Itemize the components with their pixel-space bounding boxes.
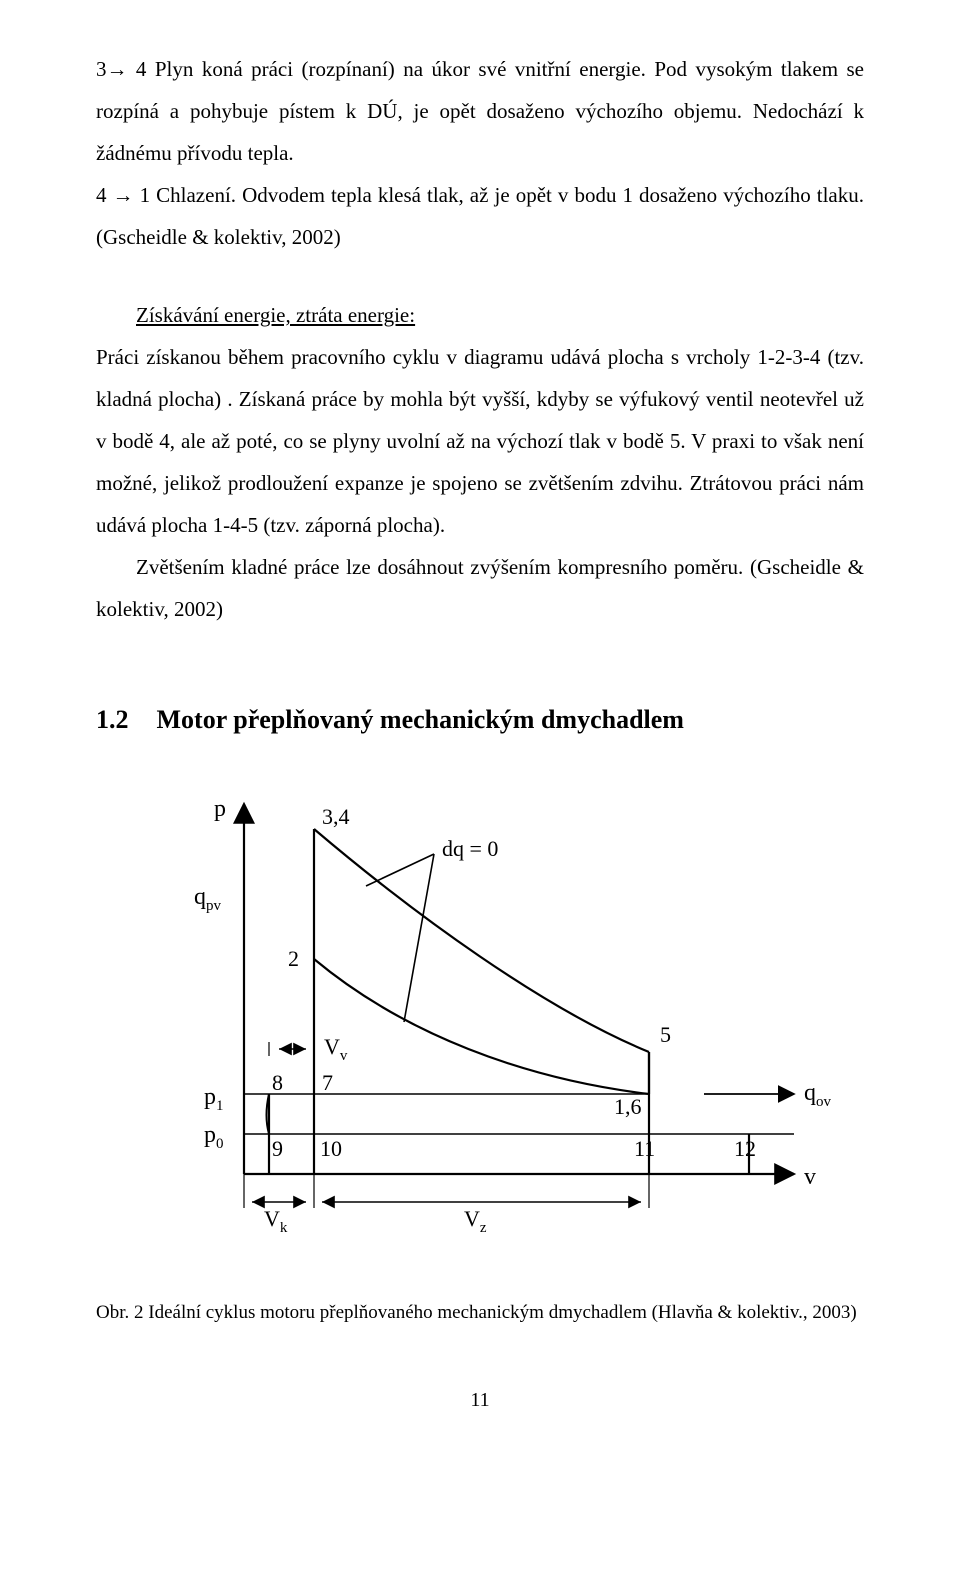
label-pt2: 2 bbox=[288, 946, 299, 971]
label-pt8: 8 bbox=[272, 1070, 283, 1095]
curve-compression-2-16 bbox=[314, 959, 649, 1094]
label-pt9: 9 bbox=[272, 1136, 283, 1161]
paragraph-step-4-1: 4 → 1 Chlazení. Odvodem tepla klesá tlak… bbox=[96, 174, 864, 258]
paragraph-work-area: Práci získanou během pracovního cyklu v … bbox=[96, 336, 864, 546]
label-pt5: 5 bbox=[660, 1022, 671, 1047]
label-vv: Vv bbox=[324, 1034, 348, 1064]
label-pt11: 11 bbox=[634, 1136, 655, 1161]
label-pt34: 3,4 bbox=[322, 804, 350, 829]
label-p0: p0 bbox=[204, 1122, 224, 1152]
callout-dq-lower bbox=[404, 854, 434, 1022]
subheading-energy: Získávání energie, ztráta energie: bbox=[96, 294, 864, 336]
figure-caption: Obr. 2 Ideální cyklus motoru přeplňované… bbox=[96, 1294, 864, 1332]
label-dq: dq = 0 bbox=[442, 836, 498, 861]
curve-expansion-34-5 bbox=[314, 829, 649, 1052]
paragraph-compression: Zvětšením kladné práce lze dosáhnout zvý… bbox=[96, 546, 864, 630]
section-number: 1.2 bbox=[96, 694, 129, 746]
pv-diagram-svg: p qpv p1 p0 3,4 dq = 0 2 Vv 5 qov 8 7 bbox=[104, 774, 844, 1234]
label-pt10: 10 bbox=[320, 1136, 342, 1161]
label-v: v bbox=[804, 1164, 816, 1190]
label-p: p bbox=[214, 796, 226, 822]
callout-dq-upper bbox=[366, 854, 434, 886]
paragraph-step-3-4: 3→ 4 Plyn koná práci (rozpínaní) na úkor… bbox=[96, 48, 864, 174]
page-number: 11 bbox=[96, 1380, 864, 1420]
label-pt16: 1,6 bbox=[614, 1094, 642, 1119]
label-p1: p1 bbox=[204, 1084, 224, 1114]
subheading-energy-text: Získávání energie, ztráta energie: bbox=[136, 303, 415, 327]
section-heading: 1.2 Motor přeplňovaný mechanickým dmychad… bbox=[96, 694, 864, 746]
label-pt7: 7 bbox=[322, 1070, 333, 1095]
label-qov: qov bbox=[804, 1080, 832, 1110]
section-title: Motor přeplňovaný mechanickým dmychadlem bbox=[157, 705, 684, 734]
label-pt12: 12 bbox=[734, 1136, 756, 1161]
label-vz: Vz bbox=[464, 1206, 487, 1234]
label-vk: Vk bbox=[264, 1206, 288, 1234]
figure-pv-diagram: p qpv p1 p0 3,4 dq = 0 2 Vv 5 qov 8 7 bbox=[96, 774, 864, 1234]
label-qpv: qpv bbox=[194, 884, 222, 914]
